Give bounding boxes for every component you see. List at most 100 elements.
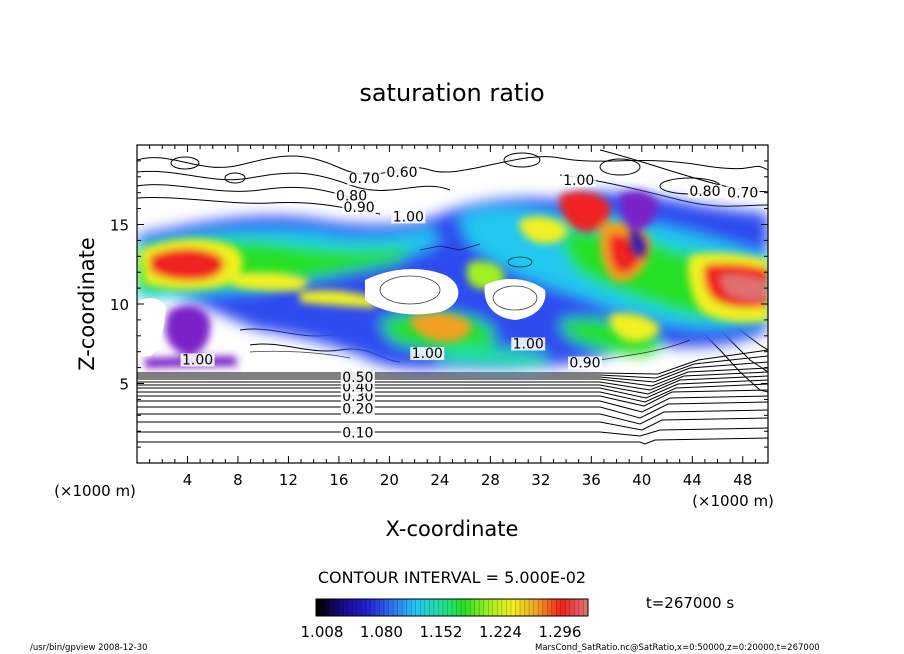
x-axis-unit: (×1000 m) [692,492,774,510]
x-tick-label: 32 [531,471,550,489]
colorbar-cell [424,599,430,616]
colorbar-cell [560,599,566,616]
colorbar-cell [393,599,399,616]
contour-label-bg [561,173,596,187]
contour-label-bg [385,165,420,179]
colorbar-cell [329,599,335,616]
colorbar-frame [315,598,589,617]
colorbar-cell [483,599,489,616]
y-axis: 5 10 15 [110,160,768,448]
contour-label-bg [342,200,377,214]
x-axis: 4 8 12 16 20 24 28 32 36 40 44 48 [149,145,756,489]
colorbar-cell [506,599,512,616]
contour-label-bg [391,210,426,224]
colorbar-cell [397,599,403,616]
colorbar-cell [465,599,471,616]
contour-label-bg [410,347,445,361]
colorbar-cell [433,599,439,616]
colorbar-cell [542,599,548,616]
colorbar-cell [533,599,539,616]
colorbar-cell [406,599,412,616]
plot-area: 0.100.200.300.400.500.600.700.800.901.00… [137,145,768,463]
colorbar-cell [320,599,326,616]
contour-label: 1.00 [393,209,424,225]
contour-label: 1.00 [182,352,213,368]
x-tick-label: 8 [233,471,243,489]
colorbar-cell [370,599,376,616]
colorbar-cell [479,599,485,616]
x-tick-label: 12 [279,471,298,489]
contour-label-bg [340,370,375,384]
colorbar-cell [574,599,580,616]
colorbar-cell [429,599,435,616]
footer-left: /usr/bin/gpview 2008-12-30 [30,643,148,653]
colorbar-cell [488,599,494,616]
contour-label-bg [687,184,722,198]
y-tick-label: 15 [110,217,129,235]
colorbar-cell [420,599,426,616]
contour-label: 0.80 [689,184,720,200]
y-tick-label: 10 [110,296,129,314]
colorbar-cell [352,599,358,616]
contour-label: 0.90 [344,200,375,216]
colorbar-cell [524,599,530,616]
colorbar-cell [415,599,421,616]
colorbar-cell [452,599,458,616]
colorbar-cell [384,599,390,616]
footer-right: MarsCond_SatRatio.nc@SatRatio,x=0:50000,… [535,643,820,653]
contour-label: 0.90 [569,356,600,372]
colorbar-cell [347,599,353,616]
contour-label: 1.00 [563,173,594,189]
colorbar-cell [447,599,453,616]
colorbar-cell [374,599,380,616]
colorbar-cell [538,599,544,616]
colorbar-cell [547,599,553,616]
colorbar-cell [442,599,448,616]
contour-label-bg [511,337,546,351]
x-tick-label: 24 [430,471,449,489]
colorbar-cell [497,599,503,616]
x-tick-label: 20 [380,471,399,489]
colorbar-cell [474,599,480,616]
contour-labels: 0.100.200.300.400.500.600.700.800.901.00… [180,165,760,442]
colorbar-cells [315,599,589,616]
colorbar-cell [402,599,408,616]
x-tick-label: 4 [183,471,193,489]
contour-interval: CONTOUR INTERVAL = 5.000E-02 [318,568,586,587]
contour-label: 1.00 [412,346,443,362]
colorbar-cell [501,599,507,616]
contour-label-bg [568,356,603,370]
colorbar-cell [510,599,516,616]
colorbar-cell [411,599,417,616]
contour-label: 0.80 [336,189,367,205]
x-tick-label: 44 [683,471,702,489]
colorbar-cell [361,599,367,616]
colorbar-cell [583,599,589,616]
colorbar-tick-label: 1.008 [301,623,344,641]
contour-label-bg [180,353,215,367]
y-axis-label: Z-coordinate [75,237,99,371]
contour-label: 0.50 [342,370,373,386]
x-tick-label: 36 [582,471,601,489]
colorbar-cell [515,599,521,616]
colorbar-cell [556,599,562,616]
colorbar-cell [316,599,322,616]
x-axis-label: X-coordinate [386,517,519,541]
contour-label: 0.20 [342,402,373,418]
y-tick-label: 5 [119,376,129,394]
colorbar-tick-label: 1.296 [539,623,582,641]
colorbar-cell [379,599,385,616]
contour-label-bg [334,189,369,203]
colorbar-cell [470,599,476,616]
colorbar-cell [338,599,344,616]
colorbar-ticks: 1.008 1.080 1.152 1.224 1.296 [301,623,582,641]
colorbar-cell [325,599,331,616]
colorbar-cell [388,599,394,616]
contour-label-bg [347,172,382,186]
contour-label-bg [340,402,375,416]
colorbar-cell [334,599,340,616]
colorbar-cell [438,599,444,616]
colorbar-cell [569,599,575,616]
colorbar-cell [565,599,571,616]
